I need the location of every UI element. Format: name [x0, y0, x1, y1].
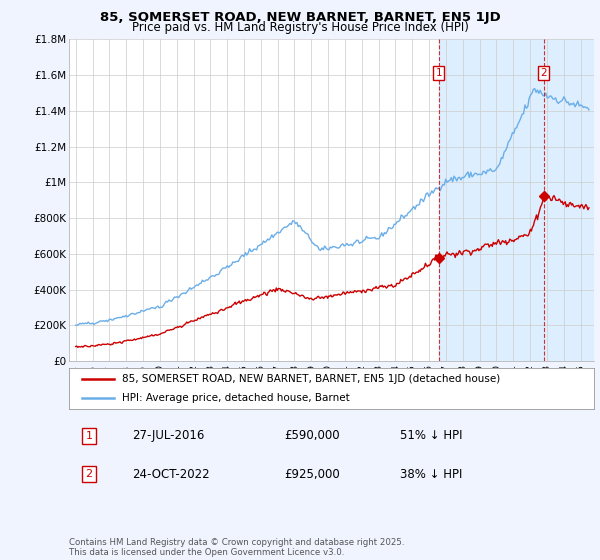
Text: 38% ↓ HPI: 38% ↓ HPI: [400, 468, 462, 481]
Text: Contains HM Land Registry data © Crown copyright and database right 2025.
This d: Contains HM Land Registry data © Crown c…: [69, 538, 404, 557]
Text: 1: 1: [85, 431, 92, 441]
Text: 85, SOMERSET ROAD, NEW BARNET, BARNET, EN5 1JD (detached house): 85, SOMERSET ROAD, NEW BARNET, BARNET, E…: [121, 375, 500, 384]
Text: 24-OCT-2022: 24-OCT-2022: [132, 468, 209, 481]
Text: 85, SOMERSET ROAD, NEW BARNET, BARNET, EN5 1JD: 85, SOMERSET ROAD, NEW BARNET, BARNET, E…: [100, 11, 500, 24]
Text: £925,000: £925,000: [284, 468, 340, 481]
Text: 51% ↓ HPI: 51% ↓ HPI: [400, 429, 462, 442]
Text: £590,000: £590,000: [284, 429, 340, 442]
Text: HPI: Average price, detached house, Barnet: HPI: Average price, detached house, Barn…: [121, 393, 349, 403]
Text: Price paid vs. HM Land Registry's House Price Index (HPI): Price paid vs. HM Land Registry's House …: [131, 21, 469, 34]
Text: 2: 2: [85, 469, 92, 479]
Text: 27-JUL-2016: 27-JUL-2016: [132, 429, 205, 442]
Text: 2: 2: [541, 68, 547, 78]
Bar: [439, 39, 594, 361]
Text: 1: 1: [436, 68, 442, 78]
